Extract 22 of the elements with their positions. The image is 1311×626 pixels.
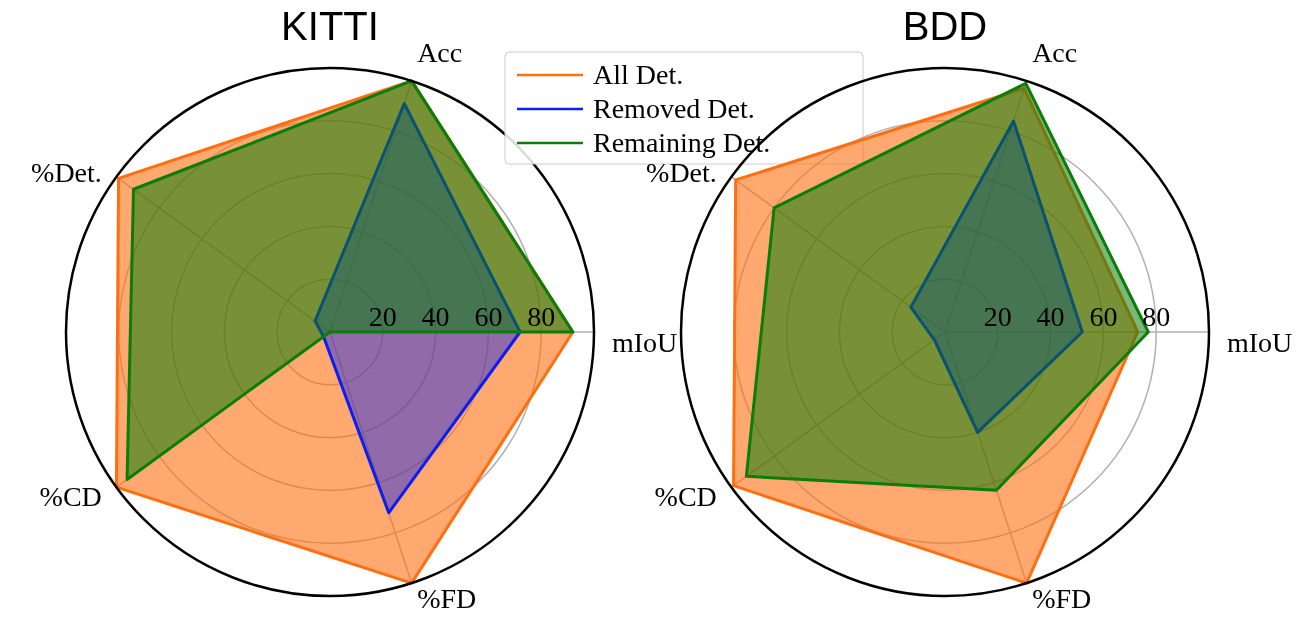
y-tick-label: 80 <box>527 301 556 332</box>
spoke-label: %FD <box>1032 583 1092 615</box>
spoke-label: Acc <box>1032 36 1078 68</box>
spoke-label: mIoU <box>612 327 678 358</box>
spoke-label: %FD <box>417 583 477 615</box>
y-tick-label: 20 <box>983 301 1012 332</box>
y-tick-label: 40 <box>421 301 450 332</box>
spoke-label: Acc <box>417 36 463 68</box>
spoke-label: %CD <box>39 480 102 512</box>
y-tick-label: 20 <box>368 301 397 332</box>
legend-label: Removed Det. <box>593 93 755 124</box>
y-tick-label: 60 <box>1089 301 1118 332</box>
y-tick-label: 60 <box>474 301 503 332</box>
y-tick-label: 80 <box>1142 301 1171 332</box>
spoke-label: mIoU <box>1227 327 1293 358</box>
legend-label: All Det. <box>593 59 684 90</box>
spoke-label: %Det. <box>31 157 102 189</box>
spoke-label: %CD <box>654 480 717 512</box>
chart-title: KITTI <box>281 4 379 48</box>
y-tick-label: 40 <box>1036 301 1065 332</box>
spoke-label: %Det. <box>646 157 717 189</box>
chart-title: BDD <box>902 4 988 48</box>
